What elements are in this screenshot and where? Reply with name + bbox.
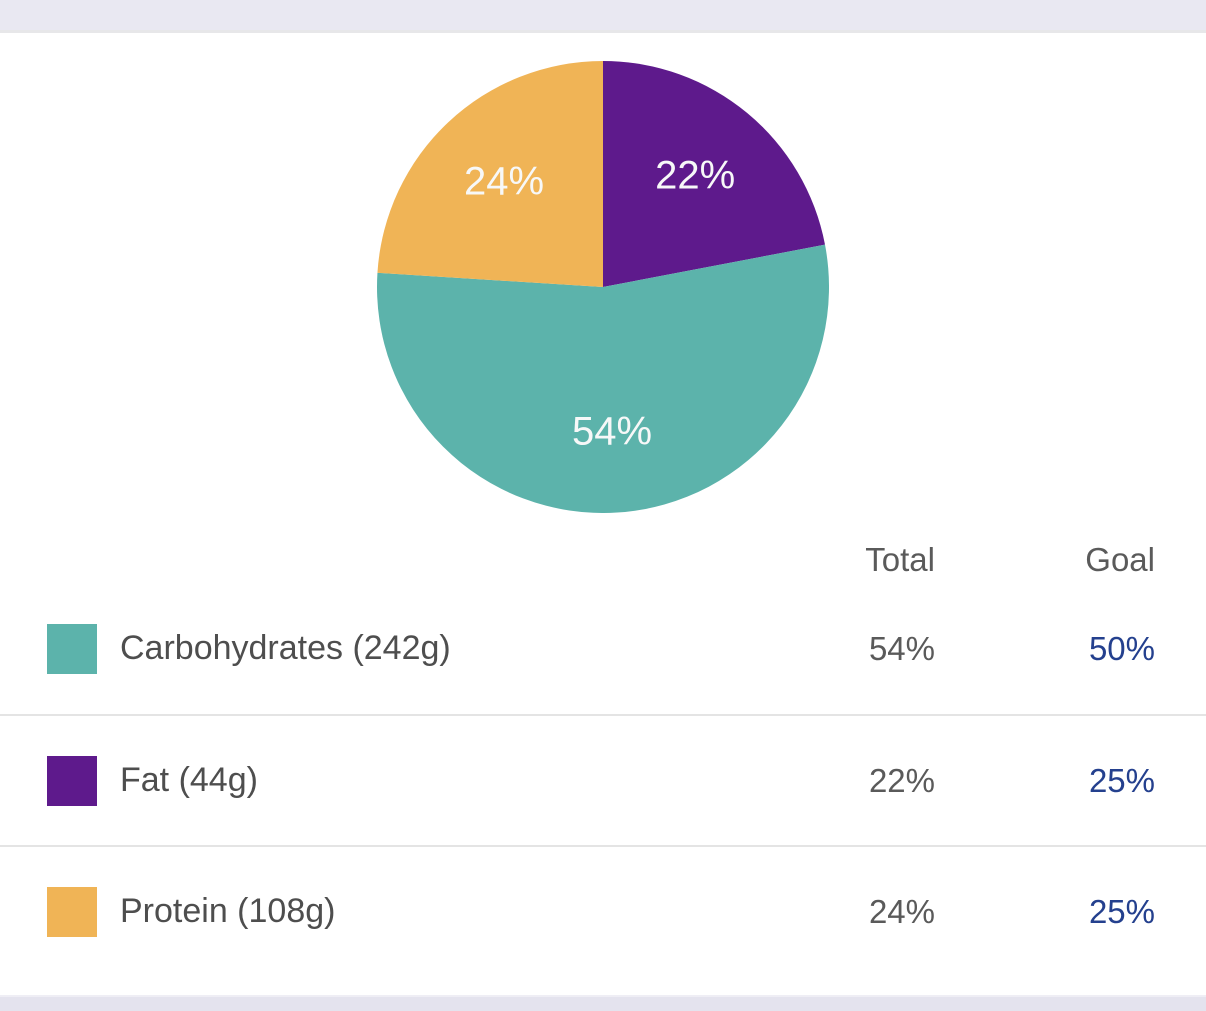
macros-table: Total Goal Carbohydrates (242g) 54% 50% …	[0, 513, 1206, 976]
top-bar	[0, 0, 1206, 33]
fat-goal-link[interactable]: 25%	[1088, 761, 1155, 799]
table-row-protein: Protein (108g) 24% 25%	[0, 845, 1206, 976]
protein-goal-link[interactable]: 25%	[1088, 892, 1155, 930]
fat-color-swatch	[47, 755, 97, 806]
carbohydrates-total-value: 54%	[868, 629, 935, 667]
pie-slice-carbohydrates	[377, 244, 829, 513]
pie-slice-protein	[377, 61, 603, 287]
fat-row-label: Fat (44g)	[120, 761, 258, 799]
column-header-goal: Goal	[1085, 541, 1155, 578]
bottom-bar	[0, 995, 1206, 1011]
table-row-carbohydrates: Carbohydrates (242g) 54% 50%	[0, 583, 1206, 714]
macros-pie-chart: 22% 54% 24%	[377, 61, 829, 513]
column-header-total: Total	[865, 541, 935, 578]
table-header: Total Goal	[0, 513, 1206, 583]
fat-total-value: 22%	[868, 761, 935, 799]
protein-row-label: Protein (108g)	[120, 892, 336, 930]
pie-slice-fat	[603, 61, 825, 287]
pie-slice-label-fat: 22%	[655, 154, 735, 198]
protein-color-swatch	[47, 886, 97, 937]
pie-slice-label-protein: 24%	[464, 160, 544, 204]
carbohydrates-goal-link[interactable]: 50%	[1088, 629, 1155, 667]
carbohydrates-row-label: Carbohydrates (242g)	[120, 629, 451, 667]
pie-slice-label-carbohydrates: 54%	[572, 409, 652, 453]
table-row-fat: Fat (44g) 22% 25%	[0, 714, 1206, 845]
carbohydrates-color-swatch	[47, 623, 97, 674]
protein-total-value: 24%	[868, 892, 935, 930]
pie-chart-container: 22% 54% 24%	[377, 61, 829, 513]
